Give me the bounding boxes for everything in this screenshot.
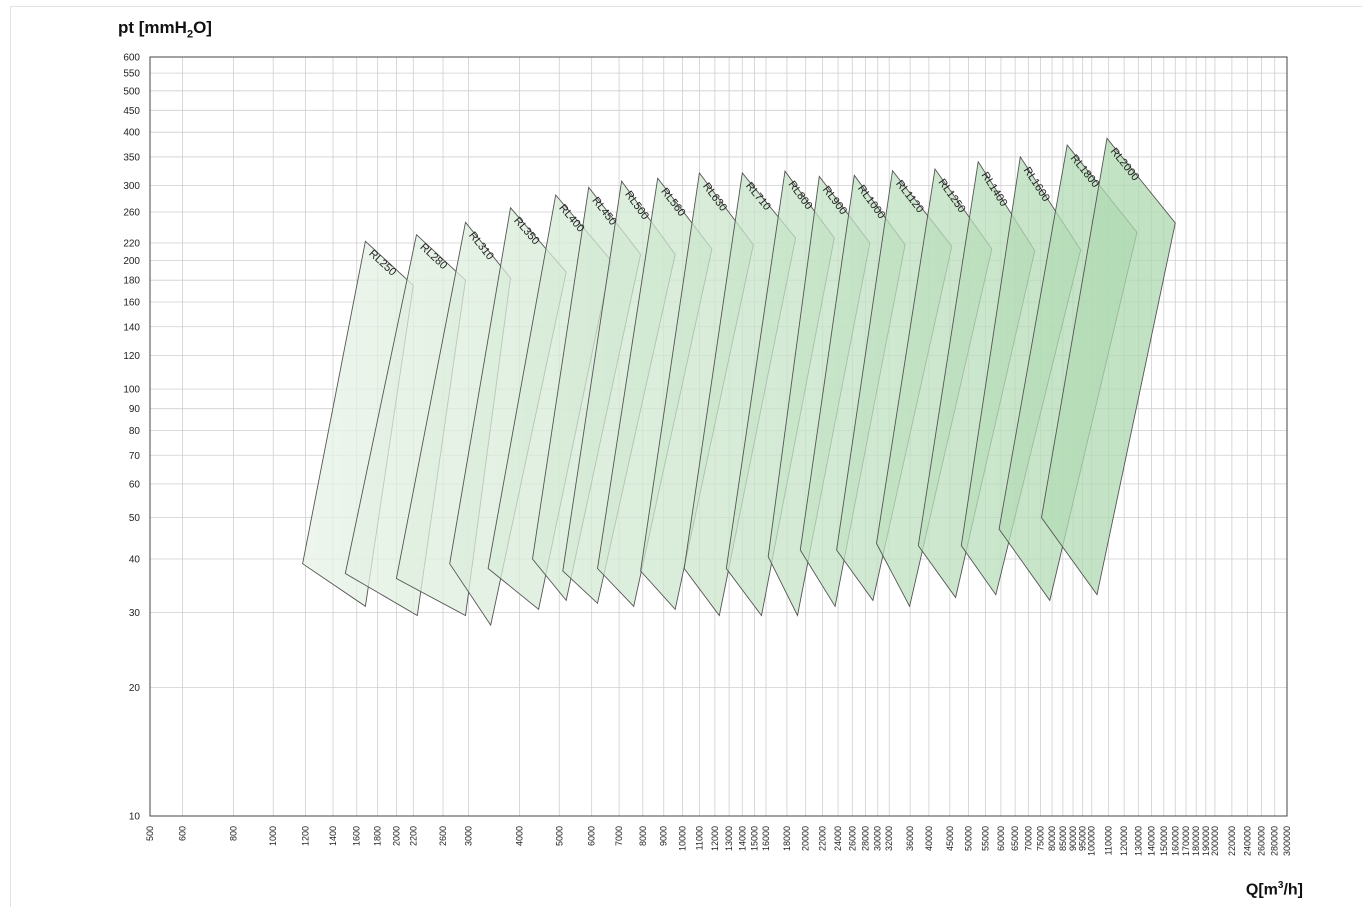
- x-tick-label-54: 180000: [1191, 826, 1201, 856]
- x-tick-label-50: 140000: [1147, 826, 1157, 856]
- x-tick-label-29: 26000: [847, 826, 857, 851]
- x-tick-label-24: 16000: [761, 826, 771, 851]
- x-tick-label-18: 10000: [677, 826, 687, 851]
- y-tick-label-18: 350: [123, 152, 140, 163]
- y-tick-label-15: 220: [123, 238, 140, 249]
- y-tick-label-21: 500: [123, 86, 140, 97]
- x-tick-label-27: 22000: [818, 826, 828, 851]
- x-tick-label-59: 260000: [1257, 826, 1267, 856]
- y-tick-label-4: 50: [129, 513, 141, 524]
- x-tick-label-13: 5000: [554, 826, 564, 846]
- y-tick-label-9: 100: [123, 385, 140, 396]
- x-tick-label-2: 800: [229, 826, 239, 841]
- x-tick-label-47: 110000: [1104, 826, 1114, 855]
- x-tick-label-30: 28000: [860, 826, 870, 851]
- x-tick-label-8: 2000: [391, 826, 401, 846]
- x-tick-label-14: 6000: [587, 826, 597, 846]
- x-tick-label-38: 60000: [996, 826, 1006, 851]
- x-tick-label-16: 8000: [638, 826, 648, 846]
- y-tick-label-16: 260: [123, 208, 140, 219]
- y-tick-labels: 10 20 30 40 50 60 70 80 90 100 120 140 160 180 200 220 2…: [123, 53, 140, 823]
- series-area-rl2000: [1041, 137, 1176, 596]
- x-tick-label-11: 3000: [463, 826, 473, 846]
- x-tick-label-15: 7000: [614, 826, 624, 846]
- series-group: [302, 137, 1176, 627]
- y-tick-label-12: 160: [123, 298, 140, 309]
- x-tick-labels: 500 600 800 1000 1200 1400 1600 1800 2000 2200 260…: [145, 826, 1292, 856]
- y-tick-label-20: 450: [123, 106, 140, 117]
- y-tick-label-19: 400: [123, 128, 140, 139]
- x-tick-label-0: 500: [145, 826, 155, 841]
- x-tick-label-20: 12000: [710, 826, 720, 851]
- x-tick-label-9: 2200: [408, 826, 418, 846]
- x-tick-label-33: 36000: [905, 826, 915, 851]
- x-tick-label-26: 20000: [801, 826, 811, 851]
- x-tick-label-40: 70000: [1023, 826, 1033, 851]
- x-tick-label-37: 55000: [980, 826, 990, 851]
- y-tick-label-3: 40: [129, 555, 141, 566]
- y-tick-label-17: 300: [123, 181, 140, 192]
- x-tick-label-45: 95000: [1078, 826, 1088, 851]
- x-tick-label-32: 32000: [884, 826, 894, 851]
- x-tick-label-56: 200000: [1210, 826, 1220, 856]
- chart-frame: [10, 6, 1362, 907]
- x-axis-label: Q[m3/h]: [1245, 880, 1303, 899]
- y-tick-label-0: 10: [129, 812, 141, 823]
- x-tick-label-49: 130000: [1133, 826, 1143, 856]
- x-tick-label-53: 170000: [1181, 826, 1191, 856]
- x-tick-label-12: 4000: [515, 826, 525, 846]
- x-tick-label-10: 2600: [438, 826, 448, 846]
- y-tick-label-8: 90: [129, 404, 141, 415]
- x-tick-label-43: 85000: [1058, 826, 1068, 851]
- x-tick-label-5: 1400: [328, 826, 338, 846]
- y-tick-label-1: 20: [129, 683, 141, 694]
- x-tick-label-39: 65000: [1010, 826, 1020, 851]
- x-tick-label-41: 75000: [1036, 826, 1046, 851]
- y-tick-label-22: 550: [123, 69, 140, 80]
- y-tick-label-10: 120: [123, 351, 140, 362]
- x-tick-label-28: 24000: [833, 826, 843, 851]
- x-tick-label-3: 1000: [268, 826, 278, 846]
- x-tick-label-1: 600: [177, 826, 187, 841]
- y-tick-label-7: 80: [129, 426, 141, 437]
- x-tick-label-22: 14000: [737, 826, 747, 851]
- x-tick-label-31: 30000: [873, 826, 883, 851]
- x-tick-label-21: 13000: [724, 826, 734, 851]
- x-tick-label-57: 220000: [1227, 826, 1237, 856]
- y-axis-label: pt [mmH2O]: [118, 18, 212, 41]
- x-tick-label-23: 15000: [750, 826, 760, 851]
- x-tick-label-48: 120000: [1119, 826, 1129, 856]
- x-tick-label-60: 280000: [1270, 826, 1280, 856]
- x-tick-label-36: 50000: [964, 826, 974, 851]
- plot-border: [149, 56, 1288, 817]
- x-tick-label-6: 1600: [352, 826, 362, 846]
- x-tick-label-55: 190000: [1201, 826, 1211, 856]
- x-tick-label-7: 1800: [373, 826, 383, 846]
- x-tick-label-4: 1200: [301, 826, 311, 846]
- x-tick-label-44: 90000: [1068, 826, 1078, 851]
- x-tick-label-19: 11000: [694, 826, 704, 850]
- x-tick-label-58: 240000: [1242, 826, 1252, 856]
- x-tick-label-34: 40000: [924, 826, 934, 851]
- x-tick-label-25: 18000: [782, 826, 792, 851]
- x-tick-label-42: 80000: [1047, 826, 1057, 851]
- y-tick-label-6: 70: [129, 451, 141, 462]
- y-tick-label-23: 600: [123, 53, 140, 64]
- x-tick-label-35: 45000: [945, 826, 955, 851]
- x-tick-label-51: 150000: [1159, 826, 1169, 856]
- x-tick-label-17: 9000: [659, 826, 669, 846]
- y-tick-label-5: 60: [129, 479, 141, 490]
- x-tick-label-52: 160000: [1170, 826, 1180, 856]
- y-tick-label-2: 30: [129, 608, 141, 619]
- y-tick-label-11: 140: [123, 322, 140, 333]
- y-tick-label-13: 180: [123, 276, 140, 287]
- y-tick-label-14: 200: [123, 256, 140, 267]
- x-tick-label-46: 100000: [1087, 826, 1097, 856]
- x-tick-label-61: 300000: [1282, 826, 1292, 856]
